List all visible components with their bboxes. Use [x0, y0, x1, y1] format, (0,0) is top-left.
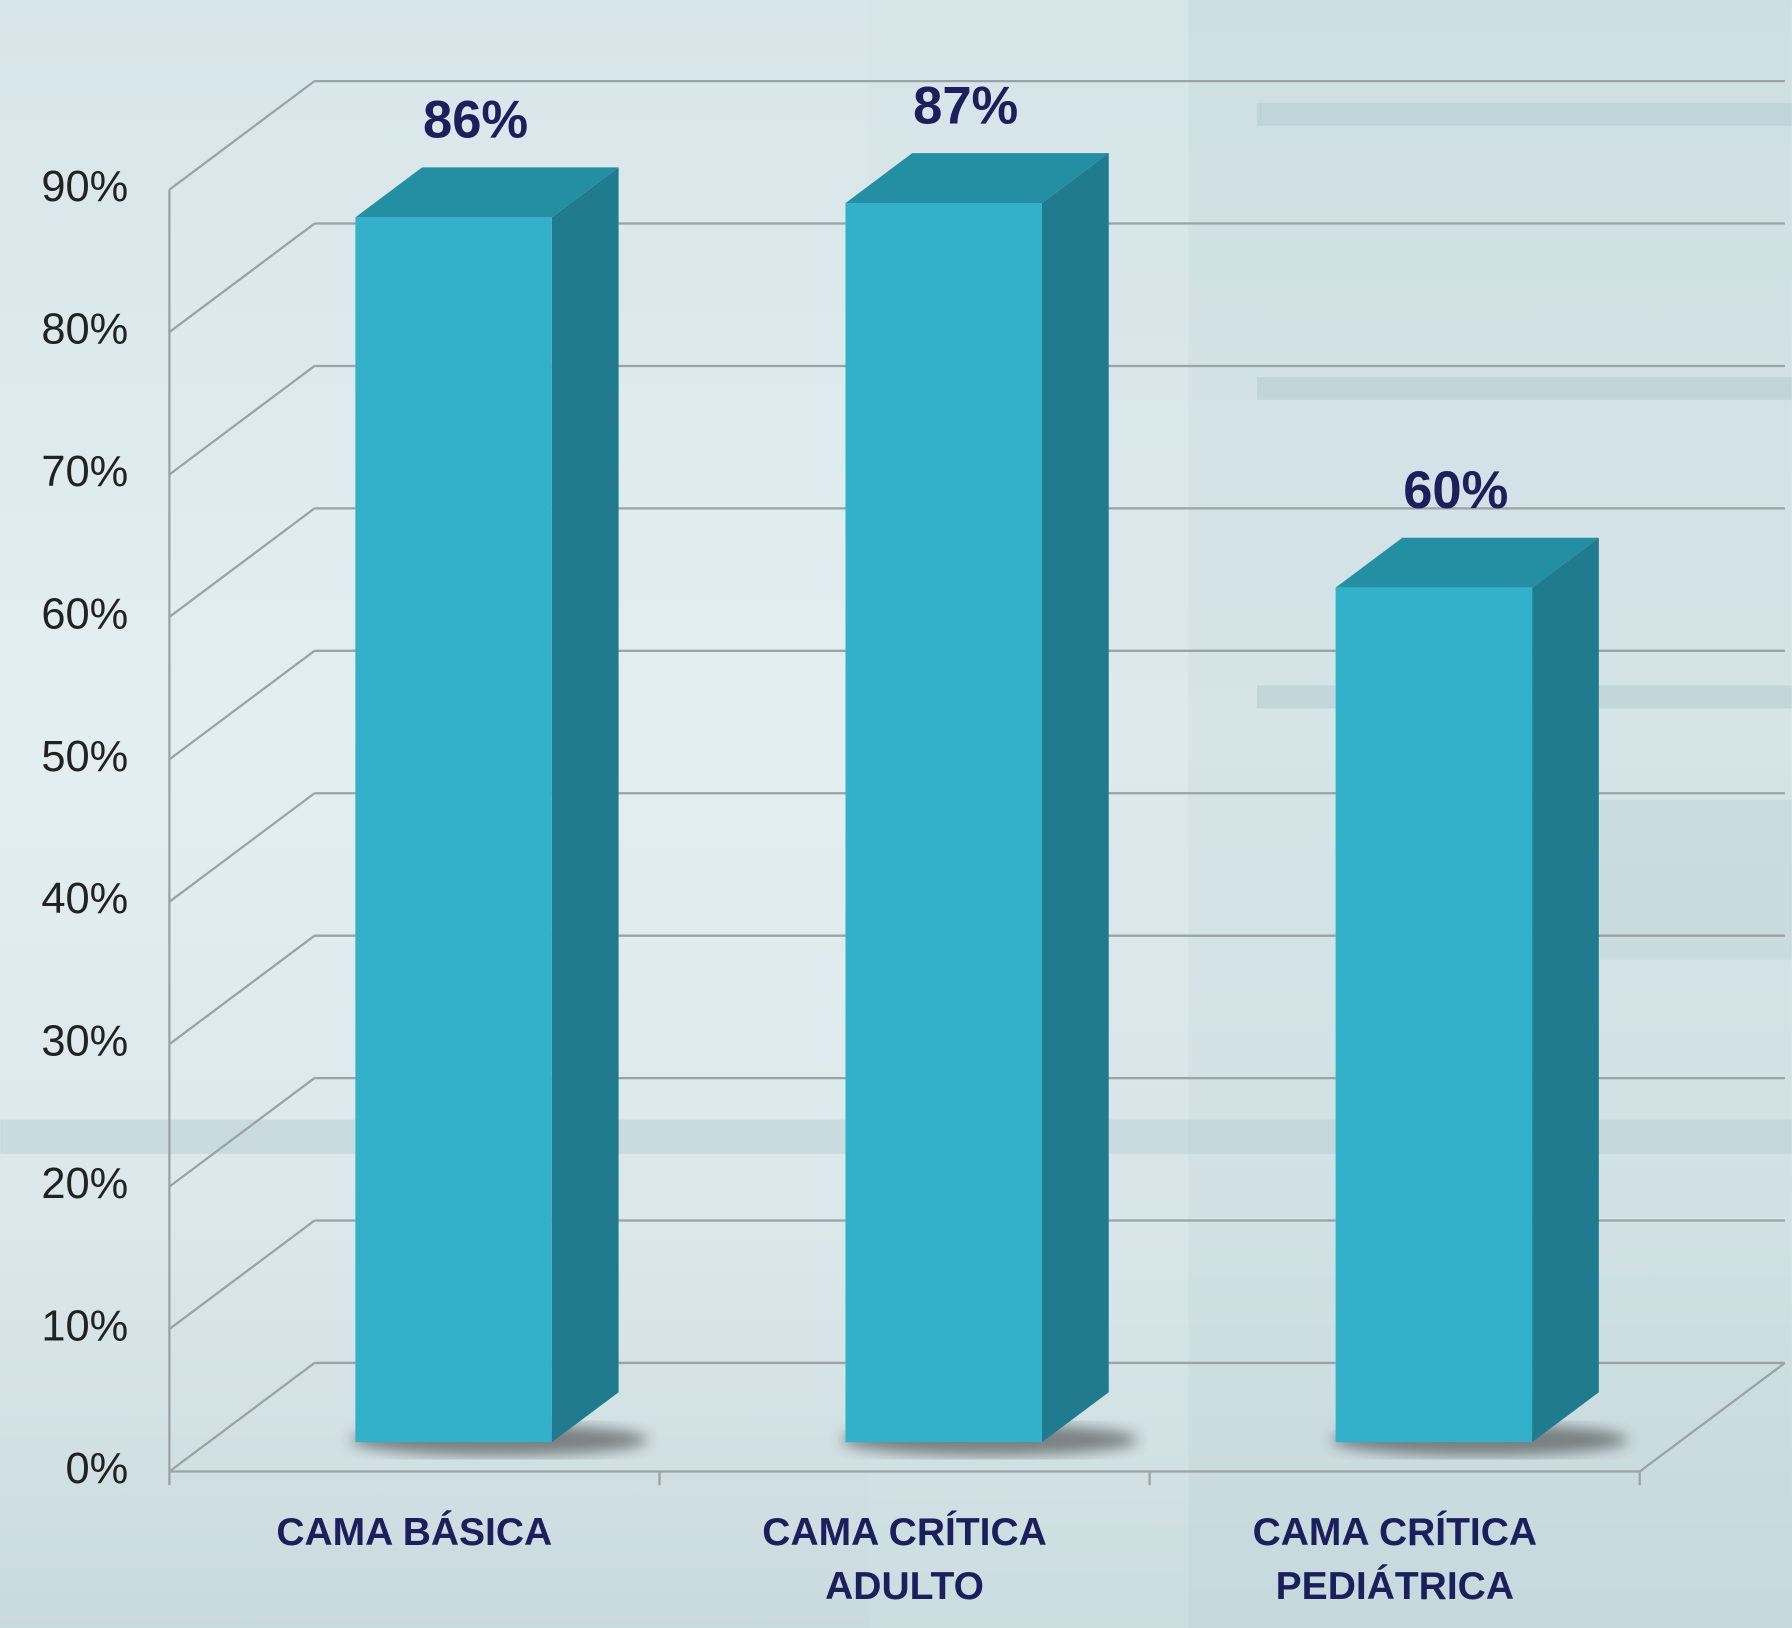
- grid-line-side: [168, 1219, 316, 1330]
- y-tick-label: 80%: [41, 306, 128, 354]
- grid-line-side: [168, 792, 316, 903]
- x-tick-label: CAMA CRÍTICA PEDIÁTRICA: [1252, 1511, 1538, 1609]
- grid-line-side: [168, 365, 316, 476]
- y-tick-label: 40%: [41, 875, 128, 923]
- y-tick-label: 50%: [41, 733, 128, 781]
- bar-side: [551, 167, 619, 1443]
- bar: [1335, 587, 1533, 1443]
- x-tick-label: CAMA CRÍTICA ADULTO: [762, 1511, 1047, 1609]
- y-tick-label: 90%: [41, 163, 128, 211]
- x-tick-label: CAMA BÁSICA: [276, 1511, 553, 1555]
- y-tick-label: 70%: [41, 448, 128, 496]
- bar-side: [1532, 537, 1599, 1443]
- floor-edge: [1639, 1362, 1786, 1473]
- value-label: 60%: [1403, 461, 1508, 520]
- grid-line-side: [168, 934, 316, 1046]
- bar: [355, 217, 552, 1443]
- y-tick-label: 60%: [41, 590, 128, 638]
- grid-line-side: [168, 1362, 316, 1473]
- bar-side: [1041, 153, 1109, 1443]
- value-label: 87%: [913, 76, 1018, 135]
- grid-line-side: [168, 222, 316, 333]
- y-tick-label: 0%: [66, 1445, 129, 1493]
- y-tick-label: 20%: [41, 1160, 128, 1208]
- y-tick-label: 10%: [41, 1303, 128, 1351]
- bar-top: [355, 167, 619, 218]
- bar-top: [1335, 537, 1599, 588]
- grid-line-side: [168, 1077, 316, 1188]
- y-tick-label: 30%: [41, 1018, 128, 1066]
- bar-top: [845, 153, 1109, 204]
- grid-line-side: [168, 80, 316, 191]
- grid-line-side: [168, 507, 316, 618]
- bar: [845, 203, 1042, 1443]
- value-label: 86%: [423, 91, 528, 150]
- grid-line-side: [168, 649, 316, 761]
